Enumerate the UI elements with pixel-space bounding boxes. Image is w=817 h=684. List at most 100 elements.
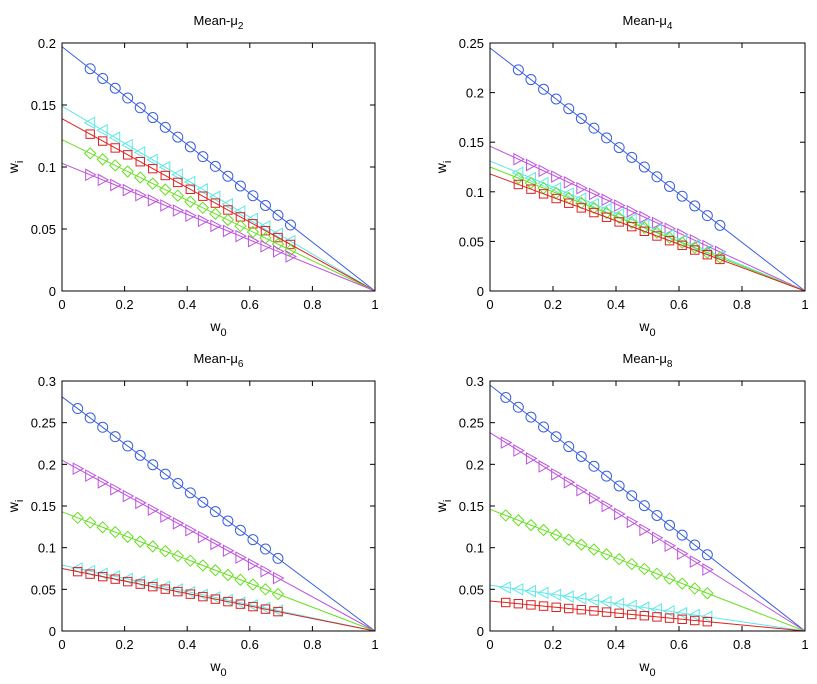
data-point-triangle-right xyxy=(702,563,714,576)
x-axis-label-subscript: 0 xyxy=(221,667,227,679)
data-point-circle xyxy=(701,210,713,222)
data-point-triangle-left xyxy=(688,608,700,622)
data-point-circle xyxy=(109,82,121,94)
y-tick-label: 0.1 xyxy=(38,160,56,175)
data-point-circle xyxy=(134,102,146,114)
data-point-circle xyxy=(638,161,650,173)
data-point-circle xyxy=(209,160,221,172)
data-point-triangle-right xyxy=(563,176,576,189)
data-point-square xyxy=(110,143,120,153)
data-point-square xyxy=(601,212,612,222)
data-point-square xyxy=(285,239,296,250)
data-point-triangle-right xyxy=(651,531,664,545)
data-point-diamond xyxy=(512,514,525,527)
data-point-circle xyxy=(563,103,575,115)
chart-title-symbol: μ xyxy=(230,351,238,366)
data-point-diamond xyxy=(562,533,575,546)
data-point-circle xyxy=(588,122,600,134)
data-point-circle xyxy=(689,539,701,551)
x-tick-label: 1 xyxy=(801,297,808,312)
data-point-triangle-right xyxy=(714,245,727,259)
data-point-triangle-right xyxy=(639,210,651,224)
data-point-diamond xyxy=(612,211,626,225)
data-point-square xyxy=(538,601,549,611)
data-point-diamond xyxy=(259,583,272,596)
data-point-square xyxy=(677,240,687,251)
data-point-triangle-right xyxy=(588,491,601,505)
data-point-diamond xyxy=(246,578,260,591)
data-point-diamond xyxy=(83,147,97,160)
x-axis-label-subscript: 0 xyxy=(221,327,227,339)
data-point-circle xyxy=(147,112,159,124)
data-point-circle xyxy=(689,200,701,212)
data-point-triangle-right xyxy=(614,199,626,212)
data-point-square xyxy=(273,606,283,617)
data-point-circle xyxy=(259,200,271,212)
data-point-triangle-left xyxy=(524,171,536,185)
y-tick-label: 0.15 xyxy=(31,98,56,113)
data-point-triangle-right xyxy=(210,219,222,233)
data-point-circle xyxy=(550,431,562,443)
data-point-triangle-right xyxy=(639,523,651,537)
data-point-circle xyxy=(538,83,550,95)
data-point-diamond xyxy=(196,201,210,215)
y-tick-label: 0.25 xyxy=(459,416,484,431)
x-tick-label: 0.8 xyxy=(733,297,751,312)
data-point-square xyxy=(664,613,675,623)
data-point-square xyxy=(627,221,637,232)
data-point-triangle-right xyxy=(135,188,147,202)
data-point-triangle-right xyxy=(172,517,185,530)
data-point-triangle-left xyxy=(96,123,108,137)
data-point-diamond xyxy=(134,535,147,548)
data-point-circle xyxy=(714,219,726,231)
data-point-diamond xyxy=(612,553,626,566)
data-point-square xyxy=(148,581,158,592)
data-point-triangle-right xyxy=(160,199,172,212)
data-point-triangle-right xyxy=(147,503,160,517)
data-point-square xyxy=(273,232,283,243)
series-line-circle xyxy=(489,47,806,292)
series-line-diamond xyxy=(489,166,806,292)
series-line-circle xyxy=(61,396,376,632)
data-point-circle xyxy=(159,121,171,133)
data-point-square xyxy=(639,226,650,237)
series-triangle-right xyxy=(61,162,376,292)
data-point-diamond xyxy=(221,213,235,227)
data-point-triangle-left xyxy=(562,187,574,200)
data-point-diamond xyxy=(234,573,247,586)
y-tick-label: 0.2 xyxy=(466,457,484,472)
data-point-square xyxy=(173,586,183,597)
data-point-triangle-right xyxy=(538,460,551,473)
data-point-diamond xyxy=(688,582,701,595)
x-tick-label: 0.6 xyxy=(241,297,259,312)
series-diamond xyxy=(489,166,806,292)
chart-panel-3: 0 0.2 0.4 0.6 0.8 1 0 0.05 0.1 0.15 0.2 0.25 0.3 Mean… xyxy=(5,351,379,679)
series-triangle-right xyxy=(489,432,806,632)
data-point-square xyxy=(702,250,713,260)
data-point-circle xyxy=(97,72,109,84)
data-point-circle xyxy=(626,151,638,163)
x-tick-label: 0.8 xyxy=(303,297,321,312)
data-point-circle xyxy=(525,74,537,86)
data-point-diamond xyxy=(499,509,512,522)
series-diamond xyxy=(61,511,376,632)
data-point-triangle-right xyxy=(197,530,210,544)
data-point-triangle-left xyxy=(171,168,183,181)
data-point-circle xyxy=(234,524,246,536)
data-point-triangle-right xyxy=(97,476,110,489)
data-point-triangle-right xyxy=(563,475,576,489)
data-point-diamond xyxy=(271,237,285,251)
series-line-triangle-left xyxy=(61,564,376,632)
data-point-square xyxy=(526,600,536,610)
y-tick-label: 0.3 xyxy=(38,374,56,389)
series-diamond xyxy=(61,139,376,292)
y-tick-label: 0.15 xyxy=(459,499,484,514)
data-point-square xyxy=(97,136,108,146)
data-point-square xyxy=(210,594,221,604)
data-point-circle xyxy=(601,132,613,144)
data-point-circle xyxy=(550,93,562,105)
data-point-square xyxy=(173,177,183,188)
data-point-triangle-left xyxy=(246,212,258,226)
data-point-square xyxy=(576,605,587,615)
